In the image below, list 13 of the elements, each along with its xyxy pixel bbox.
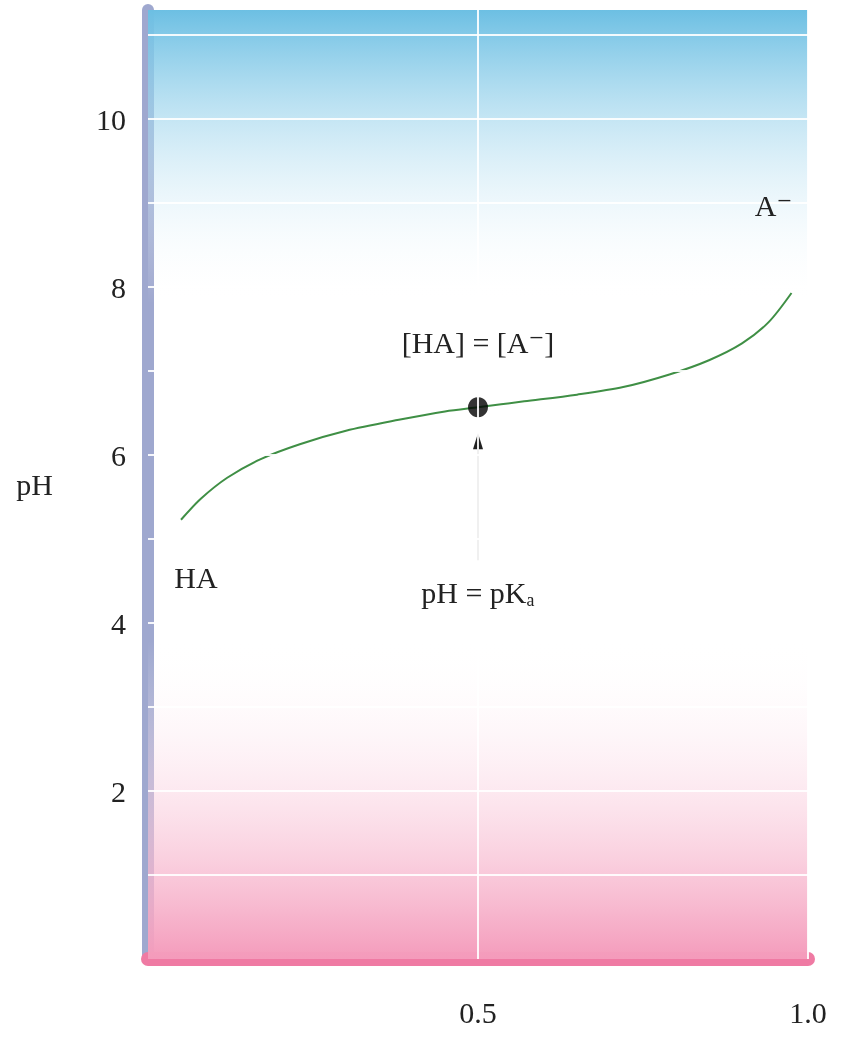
y-tick-label: 10	[96, 102, 126, 136]
y-tick-label: 2	[111, 774, 126, 808]
line-series	[180, 292, 793, 521]
x-tick-label: 1.0	[789, 995, 827, 1029]
annotation: pH = pKₐ	[421, 575, 535, 609]
annotation: HA	[174, 561, 218, 595]
y-tick-label: 8	[111, 270, 126, 304]
y-tick-label: 4	[111, 606, 126, 640]
x-tick-label: 0.5	[459, 995, 497, 1029]
annotation: A⁻	[754, 188, 793, 222]
y-axis-title: pH	[16, 468, 53, 501]
annotation: [HA] = [A⁻]	[401, 325, 555, 359]
y-tick-label: 6	[111, 438, 126, 472]
